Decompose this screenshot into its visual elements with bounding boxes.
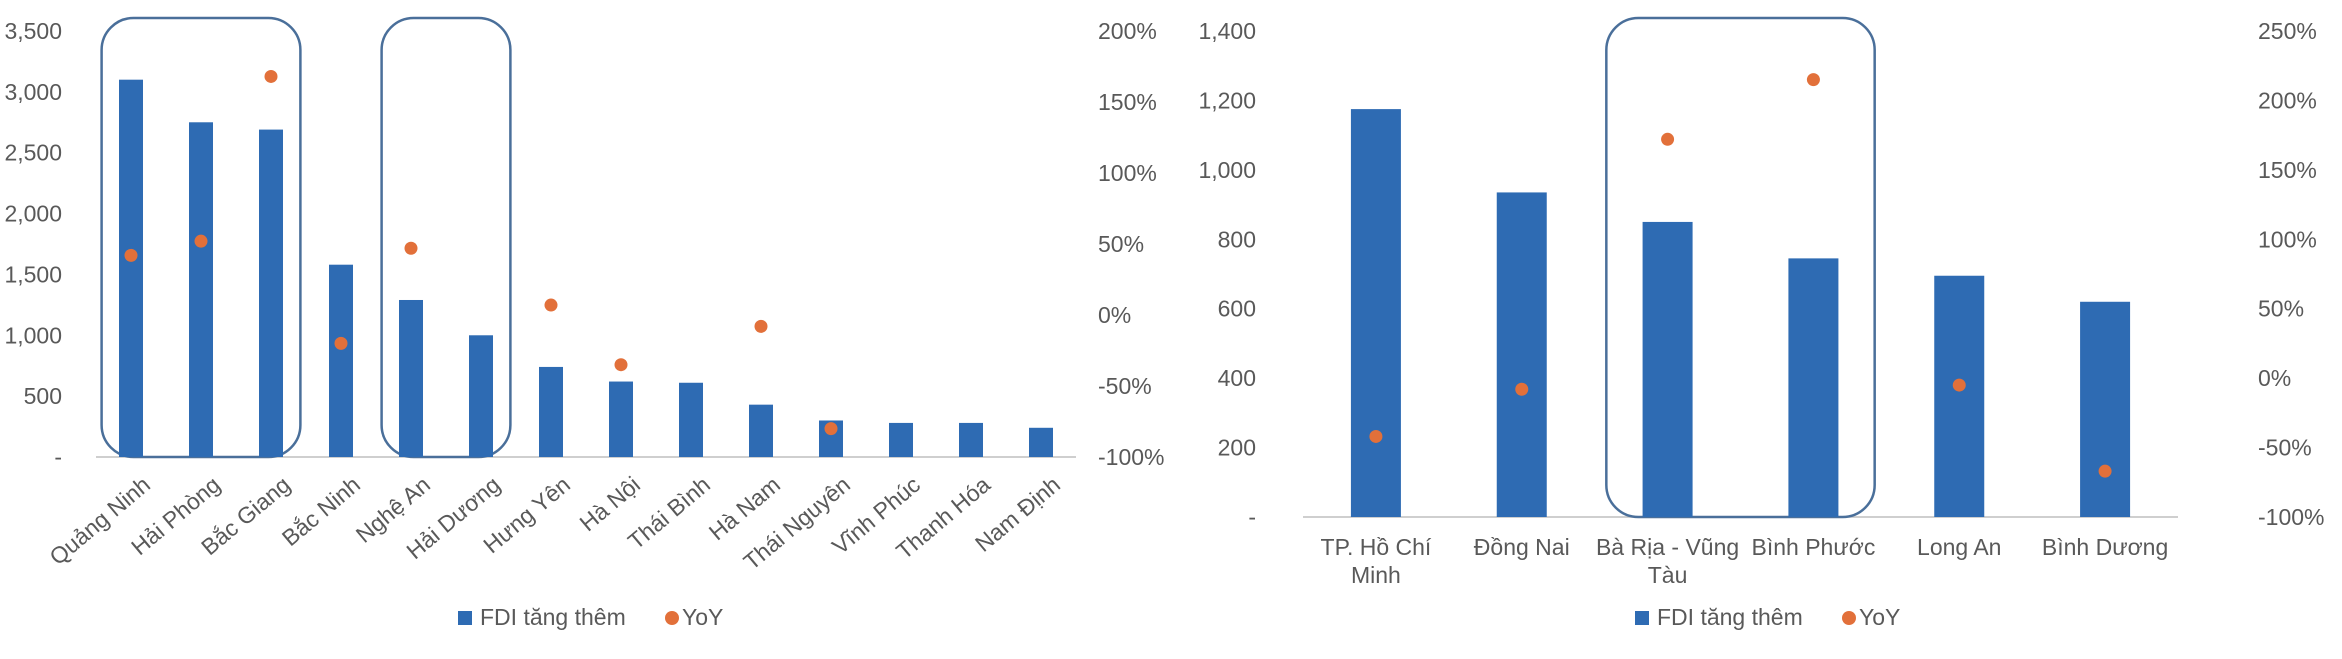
x-tick-label: Bình Phước [1752, 534, 1876, 560]
yoy-point [404, 241, 418, 255]
bar [889, 422, 913, 457]
yoy-point [544, 298, 558, 312]
highlight-box [380, 16, 512, 459]
y-left-tick-label: 1,000 [1198, 157, 1256, 183]
y-right-tick-label: 0% [1098, 302, 1131, 328]
y-right-tick-label: 250% [2258, 18, 2317, 44]
y-left-tick-label: 2,000 [4, 201, 62, 227]
legend-dot-label: YoY [1859, 604, 1900, 630]
bar [1934, 275, 1985, 517]
legend-bar-swatch [1635, 611, 1649, 625]
bar [189, 122, 213, 458]
bar [2080, 301, 2131, 517]
y-right-tick-label: 50% [1098, 231, 1144, 257]
y-right-tick-label: 150% [1098, 89, 1157, 115]
y-left-tick-label: 800 [1218, 226, 1256, 252]
bar [1496, 192, 1547, 517]
legend-bar-label: FDI tăng thêm [480, 604, 626, 630]
bar [1029, 427, 1053, 457]
yoy-point [1369, 429, 1383, 443]
bar [119, 79, 143, 457]
y-right-tick-label: 200% [1098, 18, 1157, 44]
bar [1788, 258, 1839, 517]
y-left-tick-label: 3,500 [4, 18, 62, 44]
x-tick-label: Bình Dương [2042, 534, 2168, 560]
yoy-point [124, 248, 138, 262]
y-right-tick-label: 100% [1098, 160, 1157, 186]
bar [609, 381, 633, 457]
x-tick-label: Tàu [1648, 562, 1688, 588]
bar [399, 299, 423, 457]
x-tick-label: Minh [1351, 562, 1401, 588]
x-tick-label: TP. Hồ Chí [1321, 534, 1432, 560]
legend: FDI tăng thêm YoY [1635, 604, 1900, 630]
y-right-tick-label: 50% [2258, 296, 2304, 322]
yoy-point [1952, 378, 1966, 392]
yoy-point [334, 336, 348, 350]
legend-dot-swatch [665, 611, 679, 625]
yoy-point [194, 234, 208, 248]
chart-1: - 500 1,000 1,500 2,000 2,500 3,000 3,500 -100% -… [4, 16, 1164, 630]
legend-bar-swatch [458, 611, 472, 625]
yoy-point [1515, 382, 1529, 396]
y-right-tick-label: -100% [1098, 444, 1164, 470]
yoy-point [754, 319, 768, 333]
y-left-tick-label: - [1248, 504, 1256, 530]
y-left-tick-label: 1,500 [4, 261, 62, 287]
legend-bar-label: FDI tăng thêm [1657, 604, 1803, 630]
bar [959, 422, 983, 457]
y-right-tick-label: 150% [2258, 157, 2317, 183]
yoy-point [614, 358, 628, 372]
bar [1642, 221, 1693, 517]
y-right-tick-label: 200% [2258, 87, 2317, 113]
x-tick-label: Bắc Ninh [277, 471, 365, 551]
y-right-tick-label: 100% [2258, 226, 2317, 252]
bar [749, 404, 773, 457]
y-left-tick-label: 1,000 [4, 322, 62, 348]
y-left-tick-label: 3,000 [4, 79, 62, 105]
bar [1350, 109, 1401, 517]
y-left-tick-label: 600 [1218, 296, 1256, 322]
y-left-tick-label: 500 [24, 383, 62, 409]
legend: FDI tăng thêm YoY [458, 604, 723, 630]
yoy-point [264, 69, 278, 83]
y-right-tick-label: -50% [1098, 373, 1152, 399]
y-right-tick-label: -50% [2258, 435, 2312, 461]
bar [539, 366, 563, 457]
highlight-box [1605, 16, 1876, 519]
x-tick-label: Đồng Nai [1474, 534, 1570, 560]
legend-dot-swatch [1842, 611, 1856, 625]
y-left-tick-label: 1,400 [1198, 18, 1256, 44]
bar [679, 382, 703, 457]
yoy-point [1661, 132, 1675, 146]
y-left-tick-label: 2,500 [4, 140, 62, 166]
y-left-tick-label: 200 [1218, 435, 1256, 461]
bar [329, 264, 353, 457]
x-tick-label: Long An [1917, 534, 2001, 560]
y-left-tick-label: 400 [1218, 365, 1256, 391]
chart-2: - 200 400 600 800 1,000 1,200 1,400 -100% -50% 0% 5… [1198, 16, 2324, 630]
y-left-tick-label: - [54, 444, 62, 470]
x-tick-label: Bà Rịa - Vũng [1596, 534, 1739, 560]
legend-dot-label: YoY [682, 604, 723, 630]
bar [259, 129, 283, 458]
y-right-tick-label: -100% [2258, 504, 2324, 530]
yoy-point [1806, 73, 1820, 87]
y-left-tick-label: 1,200 [1198, 87, 1256, 113]
bar [469, 335, 493, 457]
y-right-tick-label: 0% [2258, 365, 2291, 391]
yoy-point [824, 422, 838, 436]
yoy-point [2098, 464, 2112, 478]
